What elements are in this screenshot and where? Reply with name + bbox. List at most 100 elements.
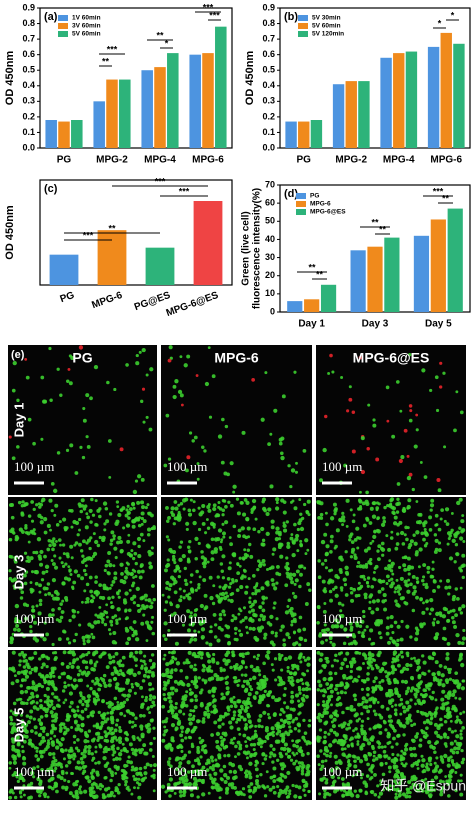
cell: [132, 541, 137, 546]
cell: [197, 651, 201, 655]
cell: [98, 535, 102, 540]
cell: [334, 618, 339, 623]
cell: [263, 632, 268, 637]
cell: [375, 528, 380, 533]
cell: [338, 614, 343, 618]
cell: [85, 541, 89, 545]
cell: [396, 532, 400, 536]
cell: [22, 734, 27, 739]
cell: [214, 758, 218, 762]
cell: [175, 756, 180, 761]
cell: [34, 550, 39, 555]
cell: [324, 511, 328, 515]
cell: [374, 676, 378, 680]
cell: [139, 532, 144, 537]
cell: [387, 563, 391, 568]
cell: [82, 749, 88, 754]
cell: [27, 720, 32, 724]
cell: [434, 375, 439, 380]
cell: [449, 530, 453, 535]
cell: [261, 683, 266, 688]
cell: [208, 630, 212, 634]
cell: [201, 765, 206, 770]
cell: [360, 724, 364, 728]
cell: [291, 720, 295, 724]
cell: [324, 414, 328, 419]
cell: [166, 782, 171, 787]
cell: [171, 577, 177, 582]
cell: [86, 714, 90, 719]
cell: [9, 722, 14, 726]
cell: [338, 555, 343, 560]
cell: [334, 593, 339, 598]
cell: [224, 790, 229, 795]
cell: [201, 636, 204, 640]
cell: [200, 550, 204, 554]
cell: [216, 575, 220, 579]
cell: [75, 795, 80, 800]
cell: [396, 638, 400, 643]
cell: [270, 726, 275, 731]
cell: [324, 759, 328, 763]
cell: [127, 516, 131, 520]
cell: [244, 615, 248, 620]
cell: [210, 550, 215, 555]
column-header: MPG-6: [214, 350, 259, 366]
cell: [448, 693, 452, 698]
cell: [54, 716, 59, 720]
cell: [187, 750, 192, 754]
cell: [51, 613, 55, 617]
cell: [211, 657, 216, 662]
cell: [27, 417, 32, 422]
cell: [41, 653, 46, 659]
cell: [415, 580, 420, 584]
cell: [139, 564, 143, 568]
cell: [256, 686, 260, 690]
cell: [306, 769, 311, 774]
cell: [62, 650, 67, 655]
cell: [224, 520, 229, 525]
cell: [201, 719, 206, 724]
cell: [393, 779, 397, 784]
cell: [111, 753, 115, 757]
cell: [403, 764, 407, 768]
cell: [126, 709, 130, 713]
cell: [88, 792, 93, 797]
cell: [86, 538, 92, 543]
cell: [222, 658, 227, 663]
cell: [200, 738, 205, 743]
cell: [213, 720, 218, 725]
cell: [261, 500, 265, 504]
cell: [413, 692, 418, 697]
cell: [9, 640, 14, 645]
row-label: Day 5: [11, 708, 26, 743]
cell: [244, 652, 248, 656]
cell: [275, 526, 280, 531]
cell: [28, 656, 32, 661]
cell: [166, 519, 170, 524]
cell: [164, 637, 168, 642]
cell: [170, 506, 175, 511]
cell: [422, 575, 426, 579]
cell: [200, 656, 204, 660]
cell: [399, 712, 403, 716]
cell: [418, 547, 423, 552]
cell: [126, 571, 131, 576]
cell: [371, 539, 375, 543]
cell: [29, 629, 33, 634]
cell: [420, 729, 424, 732]
cell: [206, 526, 211, 530]
cell: [390, 581, 395, 586]
cell: [429, 574, 434, 579]
cell: [152, 703, 156, 707]
cell: [59, 615, 64, 620]
cell: [40, 666, 44, 670]
cell: [106, 559, 111, 564]
cell: [147, 682, 153, 687]
cell: [365, 501, 370, 506]
cell: [112, 750, 117, 755]
cell: [111, 659, 116, 664]
cell: [123, 575, 128, 580]
cell: [356, 546, 360, 550]
